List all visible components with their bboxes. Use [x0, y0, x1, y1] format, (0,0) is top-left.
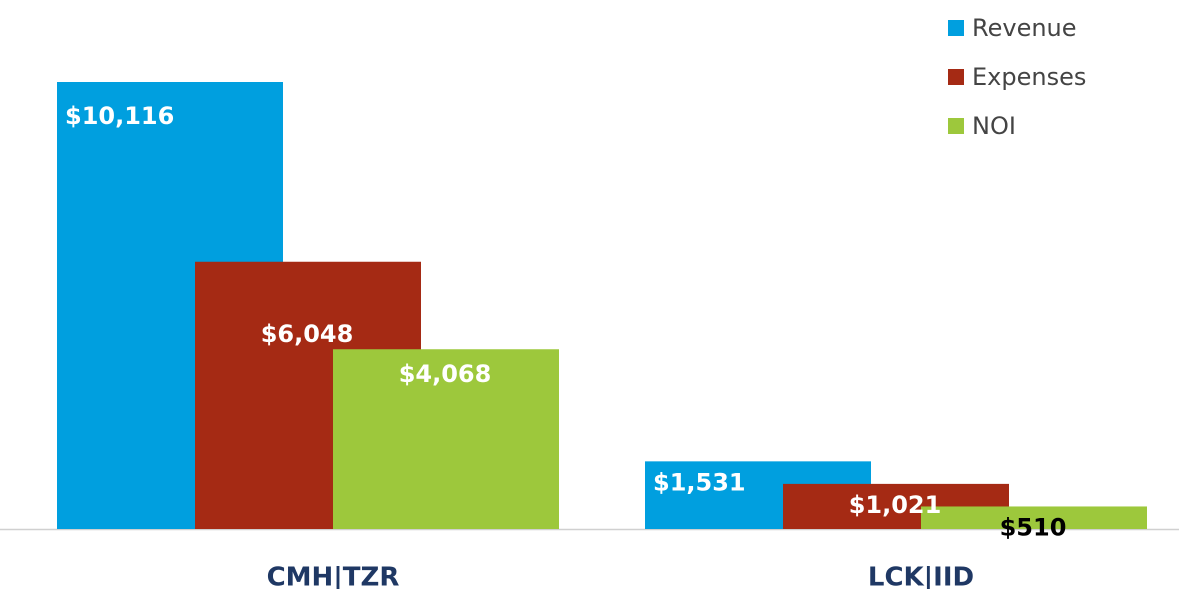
legend-label: Revenue [972, 14, 1077, 42]
data-label: $1,021 [849, 491, 942, 519]
legend-swatch [948, 118, 964, 134]
legend-label: NOI [972, 112, 1016, 140]
data-label: $1,531 [653, 468, 746, 496]
data-label: $510 [1000, 513, 1067, 541]
bar [333, 349, 559, 529]
bar [921, 506, 1147, 529]
legend-swatch [948, 69, 964, 85]
legend-label: Expenses [972, 63, 1086, 91]
legend-swatch [948, 20, 964, 36]
data-label: $4,068 [399, 360, 492, 388]
data-label: $10,116 [65, 102, 174, 130]
x-tick-label: CMH|TZR [267, 563, 400, 589]
x-tick-label: LCK|IID [868, 563, 974, 589]
data-label: $6,048 [261, 320, 354, 348]
